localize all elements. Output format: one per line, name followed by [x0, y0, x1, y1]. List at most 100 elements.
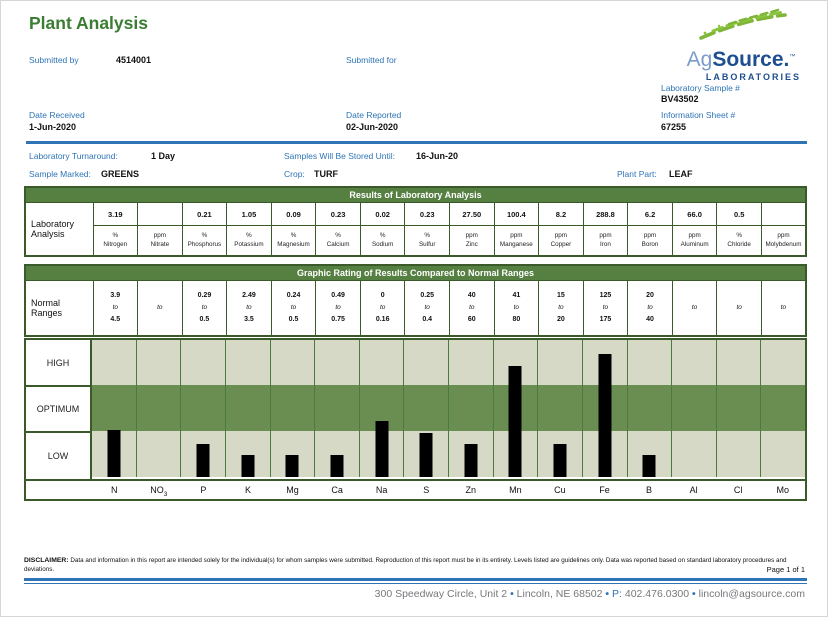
date-received-value: 1-Jun-2020: [29, 122, 77, 132]
chart-column-s: [404, 340, 449, 477]
range-cell-potassium: 2.49 to 3.5: [226, 280, 272, 337]
result-unit-magnesium: % Magnesium: [270, 225, 317, 257]
plant-part-value: LEAF: [669, 169, 693, 179]
result-unit-molybdenum: ppm Molybdenum: [760, 225, 807, 257]
chart-column-p: [181, 340, 226, 477]
information-sheet-value: 67255: [661, 122, 687, 132]
laboratory-sample-value: BV43502: [661, 94, 699, 104]
range-cell-aluminum: to: [671, 280, 718, 337]
blue-divider-rule: [26, 141, 807, 144]
range-cell-manganese: 41 to 80: [493, 280, 540, 337]
chart-plot-area: [92, 340, 805, 477]
results-header-band: Results of Laboratory Analysis: [24, 186, 807, 203]
rating-bar-fe: [598, 354, 612, 477]
disclaimer-text: DISCLAIMER: Data and information in this…: [24, 557, 804, 574]
result-unit-sulfur: % Sulfur: [404, 225, 450, 257]
chart-category-label-n: N: [111, 485, 118, 495]
chart-column-ca: [315, 340, 360, 477]
rating-bar-zn: [464, 444, 478, 477]
footer-city: Lincoln, NE 68502: [516, 588, 603, 600]
result-unit-iron: ppm Iron: [582, 225, 629, 257]
logo-wordmark: AgSource.™: [681, 46, 801, 71]
result-value-nitrate: [137, 202, 183, 226]
chart-column-k: [226, 340, 271, 477]
footer-double-rule: [24, 578, 807, 584]
result-unit-sodium: % Sodium: [359, 225, 406, 257]
zone-label-optimum: OPTIMUM: [26, 387, 90, 433]
rating-bar-s: [419, 433, 433, 477]
page-title: Plant Analysis: [29, 13, 148, 33]
chart-category-label-mn: Mn: [509, 485, 522, 495]
chart-column-mn: [494, 340, 539, 477]
result-unit-copper: ppm Copper: [538, 225, 584, 257]
zone-label-low: LOW: [47, 451, 69, 461]
ranges-row-label: Normal Ranges: [24, 280, 94, 337]
result-value-zinc: 27.50: [449, 202, 495, 226]
range-cell-copper: 15 to 20: [538, 280, 584, 337]
stored-until-label: Samples Will Be Stored Until:: [284, 151, 396, 161]
footer-bullet: •: [510, 588, 514, 600]
chart-category-label-al: Al: [689, 485, 698, 495]
chart-column-mo: [761, 340, 805, 477]
results-table: Results of Laboratory Analysis Laborator…: [24, 186, 807, 257]
range-cell-sodium: 0 to 0.16: [359, 280, 406, 337]
date-received-label: Date Received: [29, 110, 85, 120]
rating-bar-na: [375, 421, 389, 477]
result-unit-chloride: % Chloride: [716, 225, 762, 257]
chart-category-label-na: Na: [375, 485, 388, 495]
rating-bar-k: [241, 455, 255, 477]
result-value-magnesium: 0.09: [270, 202, 317, 226]
footer-address: 300 Speedway Circle, Unit 2: [374, 588, 508, 600]
footer-email: lincoln@agsource.com: [698, 588, 805, 600]
result-unit-manganese: ppm Manganese: [493, 225, 540, 257]
disclaimer-label: DISCLAIMER:: [24, 557, 69, 564]
chart-column-mg: [271, 340, 316, 477]
chart-category-label-no3: NO3: [150, 485, 168, 498]
range-cell-molybdenum: to: [760, 280, 807, 337]
submitted-for-label: Submitted for: [346, 55, 397, 65]
chart-category-label-fe: Fe: [599, 485, 610, 495]
footer-contact-line: 300 Speedway Circle, Unit 2 • Lincoln, N…: [375, 588, 805, 600]
chart-columns: [92, 340, 805, 477]
rating-bar-p: [196, 444, 210, 477]
rating-bar-n: [107, 430, 121, 477]
result-unit-nitrate: ppm Nitrate: [137, 225, 183, 257]
range-cell-chloride: to: [716, 280, 762, 337]
crop-value: TURF: [314, 169, 338, 179]
sample-marked-value: GREENS: [101, 169, 140, 179]
result-value-sulfur: 0.23: [404, 202, 450, 226]
range-cell-phosphorus: 0.29 to 0.5: [181, 280, 228, 337]
range-cell-iron: 125 to 175: [582, 280, 629, 337]
laboratory-sample-label: Laboratory Sample #: [661, 83, 740, 93]
submitted-by-value: 4514001: [116, 55, 152, 65]
logo-swoosh-icon: [699, 7, 787, 40]
ranges-header-band: Graphic Rating of Results Compared to No…: [24, 264, 807, 281]
chart-column-cl: [717, 340, 762, 477]
range-cell-zinc: 40 to 60: [449, 280, 495, 337]
rating-chart: HIGH OPTIMUM LOW N NO3 P K Mg Ca Na S Zn Mn Cu Fe B A…: [24, 338, 807, 501]
chart-category-label-p: P: [200, 485, 207, 495]
result-value-copper: 8.2: [538, 202, 584, 226]
footer-phone: 402.476.0300: [624, 588, 690, 600]
information-sheet-label: Information Sheet #: [661, 110, 736, 120]
crop-label: Crop:: [284, 169, 305, 179]
chart-category-label-mo: Mo: [776, 485, 789, 495]
logo-tm-mark: ™: [789, 54, 796, 60]
result-value-nitrogen: 3.19: [92, 202, 139, 226]
page-number: Page 1 of 1: [766, 565, 805, 574]
chart-category-label-k: K: [244, 485, 251, 495]
range-cell-boron: 20 to 40: [627, 280, 673, 337]
chart-zone-labels: HIGH OPTIMUM LOW: [26, 340, 92, 479]
chart-column-b: [628, 340, 673, 477]
date-reported-label: Date Reported: [346, 110, 402, 120]
disclaimer-body: Data and information in this report are …: [24, 557, 787, 573]
result-value-manganese: 100.4: [493, 202, 540, 226]
zone-label-high: HIGH: [26, 340, 90, 387]
rating-bar-mg: [285, 455, 299, 477]
rating-bar-ca: [330, 455, 344, 477]
footer-bullet: •: [692, 588, 696, 600]
result-value-iron: 288.8: [582, 202, 629, 226]
result-value-molybdenum: [760, 202, 807, 226]
footer-bullet: •: [605, 588, 610, 600]
